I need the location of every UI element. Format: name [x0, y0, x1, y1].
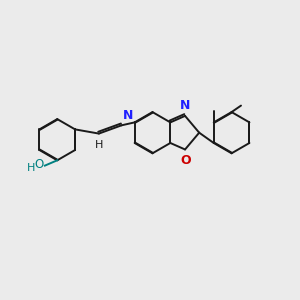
Text: O: O — [34, 158, 44, 171]
Text: N: N — [180, 99, 190, 112]
Text: O: O — [180, 154, 191, 166]
Text: H: H — [95, 140, 104, 150]
Text: N: N — [122, 109, 133, 122]
Text: H: H — [26, 163, 35, 173]
